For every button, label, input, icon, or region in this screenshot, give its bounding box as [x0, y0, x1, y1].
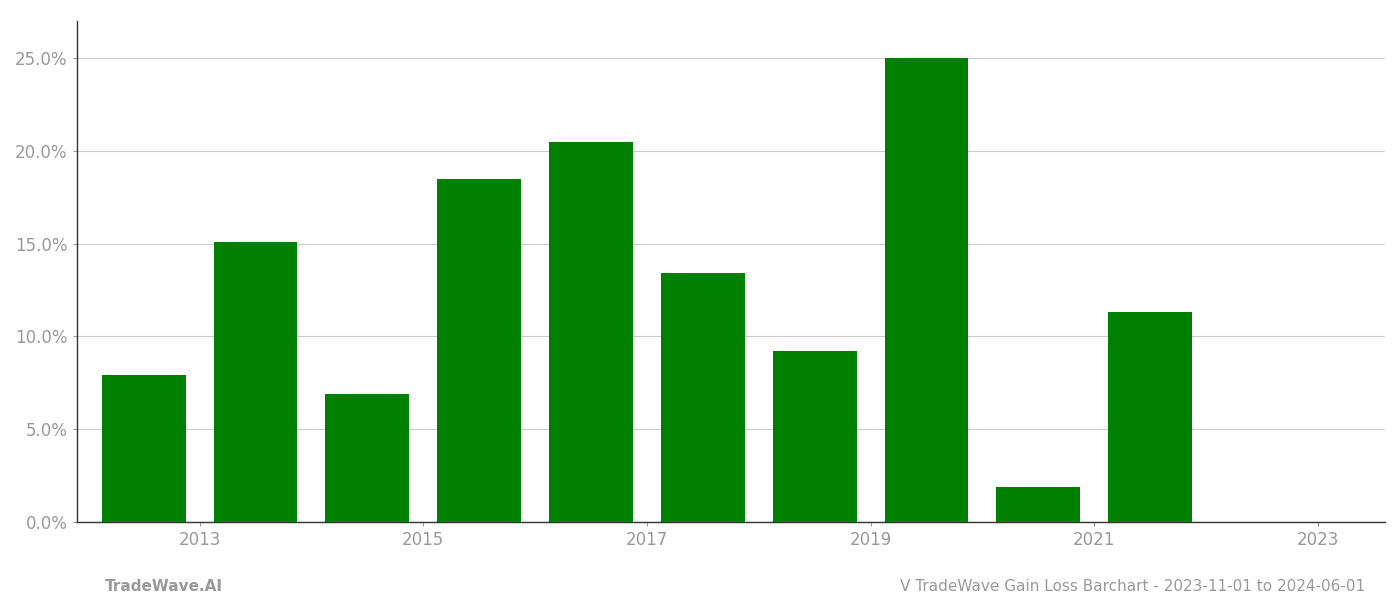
Bar: [773, 351, 857, 522]
Text: V TradeWave Gain Loss Barchart - 2023-11-01 to 2024-06-01: V TradeWave Gain Loss Barchart - 2023-11…: [900, 579, 1365, 594]
Bar: [885, 58, 969, 522]
Bar: [1109, 313, 1191, 522]
Bar: [549, 142, 633, 522]
Bar: [325, 394, 409, 522]
Bar: [214, 242, 297, 522]
Bar: [437, 179, 521, 522]
Bar: [997, 487, 1081, 522]
Bar: [661, 274, 745, 522]
Text: TradeWave.AI: TradeWave.AI: [105, 579, 223, 594]
Bar: [102, 376, 186, 522]
